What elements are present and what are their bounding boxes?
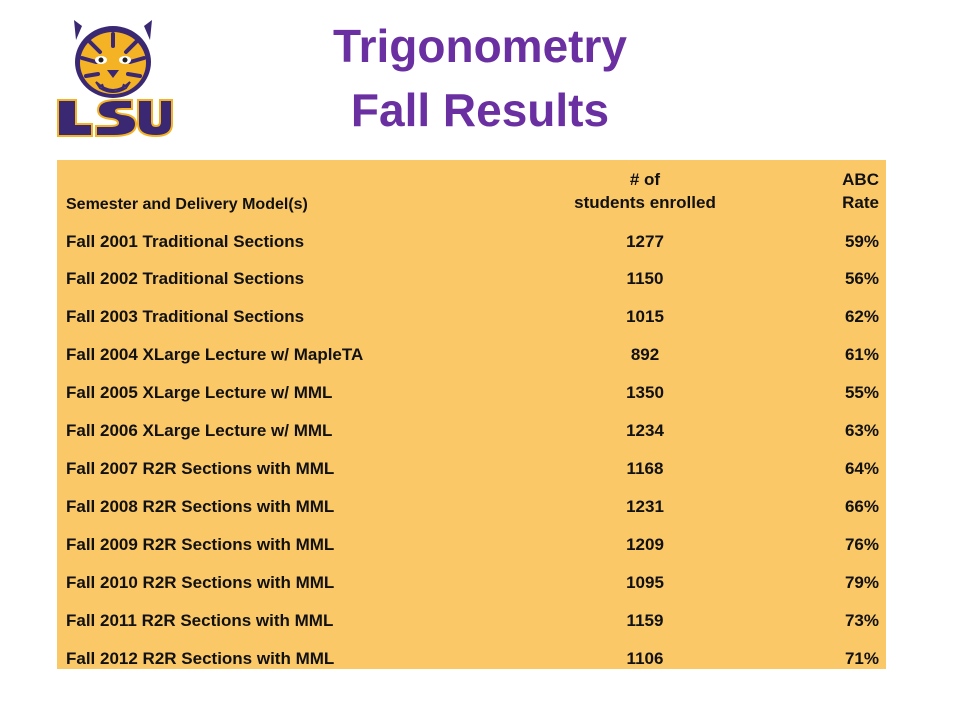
row-enrolled: 1150 <box>626 269 664 288</box>
table-row: Fall 2008 R2R Sections with MML 1231 66% <box>57 489 886 526</box>
row-rate: 64% <box>844 459 879 478</box>
row-semester: Fall 2008 R2R Sections with MML <box>66 497 335 516</box>
row-rate: 79% <box>844 573 879 592</box>
row-enrolled: 1231 <box>626 497 664 516</box>
lsu-tiger-logo <box>52 18 176 140</box>
header-rate-line1: ABC <box>842 170 879 189</box>
header-semester: Semester and Delivery Model(s) <box>66 196 308 213</box>
row-semester: Fall 2009 R2R Sections with MML <box>66 535 335 554</box>
row-rate: 59% <box>844 232 879 251</box>
header-enrolled-line1: # of <box>629 170 661 189</box>
table-row: Fall 2011 R2R Sections with MML 1159 73% <box>57 603 886 640</box>
row-rate: 66% <box>844 497 879 516</box>
table-row: Fall 2012 R2R Sections with MML 1106 71% <box>57 641 886 678</box>
header-rate: ABC Rate <box>797 168 879 214</box>
row-rate: 76% <box>844 535 879 554</box>
header-enrolled-line2: students enrolled <box>574 193 716 212</box>
row-enrolled: 1106 <box>626 649 664 668</box>
row-rate: 62% <box>844 307 879 326</box>
row-semester: Fall 2004 XLarge Lecture w/ MapleTA <box>66 345 364 364</box>
row-enrolled: 892 <box>630 345 660 364</box>
row-rate: 55% <box>844 383 879 402</box>
table-row: Fall 2009 R2R Sections with MML 1209 76% <box>57 527 886 564</box>
row-enrolled: 1168 <box>626 459 664 478</box>
row-semester: Fall 2005 XLarge Lecture w/ MML <box>66 383 333 402</box>
row-rate: 61% <box>844 345 879 364</box>
row-semester: Fall 2003 Traditional Sections <box>66 307 305 326</box>
table-row: Fall 2002 Traditional Sections 1150 56% <box>57 261 886 298</box>
table-row: Fall 2005 XLarge Lecture w/ MML 1350 55% <box>57 375 886 412</box>
lsu-wordmark-icon <box>57 99 173 138</box>
results-table: Semester and Delivery Model(s) # of stud… <box>57 160 886 669</box>
row-enrolled: 1277 <box>626 232 664 251</box>
row-enrolled: 1015 <box>626 307 664 326</box>
row-enrolled: 1350 <box>626 383 664 402</box>
row-enrolled: 1159 <box>626 611 664 630</box>
row-semester: Fall 2010 R2R Sections with MML <box>66 573 335 592</box>
row-enrolled: 1209 <box>626 535 664 554</box>
header-rate-line2: Rate <box>842 193 879 212</box>
table-header: Semester and Delivery Model(s) # of stud… <box>57 160 886 222</box>
page-title: Trigonometry <box>333 20 627 72</box>
row-semester: Fall 2007 R2R Sections with MML <box>66 459 335 478</box>
table-row: Fall 2006 XLarge Lecture w/ MML 1234 63% <box>57 413 886 450</box>
row-enrolled: 1095 <box>626 573 664 592</box>
row-semester: Fall 2001 Traditional Sections <box>66 232 305 251</box>
page-subtitle: Fall Results <box>350 84 610 136</box>
header-enrolled: # of students enrolled <box>535 168 755 214</box>
table-row: Fall 2001 Traditional Sections 1277 59% <box>57 224 886 261</box>
row-rate: 63% <box>844 421 879 440</box>
table-row: Fall 2003 Traditional Sections 1015 62% <box>57 299 886 336</box>
row-semester: Fall 2002 Traditional Sections <box>66 269 305 288</box>
row-enrolled: 1234 <box>626 421 664 440</box>
row-semester: Fall 2006 XLarge Lecture w/ MML <box>66 421 333 440</box>
table-row: Fall 2007 R2R Sections with MML 1168 64% <box>57 451 886 488</box>
row-semester: Fall 2011 R2R Sections with MML <box>66 611 334 630</box>
row-semester: Fall 2012 R2R Sections with MML <box>66 649 335 668</box>
row-rate: 73% <box>844 611 879 630</box>
row-rate: 56% <box>844 269 879 288</box>
row-rate: 71% <box>844 649 879 668</box>
table-row: Fall 2010 R2R Sections with MML 1095 79% <box>57 565 886 602</box>
table-row: Fall 2004 XLarge Lecture w/ MapleTA 892 … <box>57 337 886 374</box>
tiger-head-icon <box>74 20 152 98</box>
